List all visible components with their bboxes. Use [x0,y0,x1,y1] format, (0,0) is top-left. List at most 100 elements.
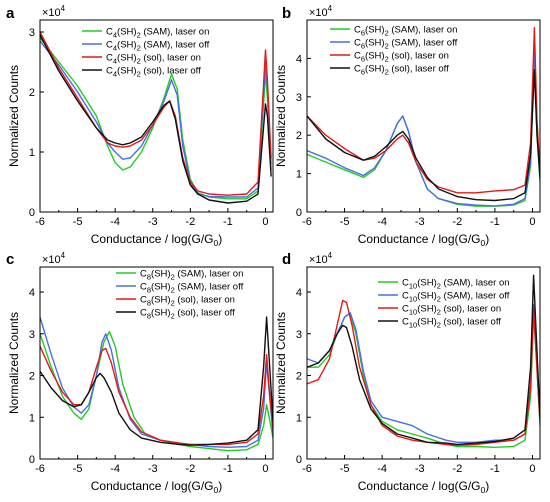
x-tick-label: -2 [452,216,462,228]
series-line-blue [307,42,540,207]
legend-entry: C10(SH)2 (sol), laser off [402,317,501,330]
x-tick-label: -4 [377,216,387,228]
legend-entry: C8(SH)2 (sol), laser on [140,295,235,308]
legend-entry: C4(SH)2 (SAM), laser on [106,27,209,40]
series-line-black [307,274,540,446]
series-line-black [40,34,272,204]
x-tick-label: -1 [490,463,500,475]
x-tick-label: -3 [415,463,425,475]
legend-entry: C4(SH)2 (SAM), laser off [106,40,210,53]
legend-entry: C4(SH)2 (sol), laser on [106,53,201,66]
series-line-blue [40,316,273,448]
y-axis-title: Normalized Counts [274,65,288,167]
y-tick-label: 0 [296,454,302,466]
x-axis-title: Conductance / log(G/G0) [358,479,489,495]
x-tick-label: -6 [302,463,312,475]
x-tick-label: -3 [148,216,158,228]
legend-entry: C8(SH)2 (SAM), laser off [140,282,244,295]
x-tick-label: 0 [529,463,535,475]
legend-entry: C10(SH)2 (sol), laser on [402,304,501,317]
y-tick-label: 2 [29,371,35,383]
y-axis-title: Normalized Counts [274,312,288,414]
legend-entry: C8(SH)2 (SAM), laser on [140,269,243,282]
panel-d: d ×104 -6 -5 -4 -3 -2 -1 0 0 1 2 3 4 Conductance / log… [274,251,541,495]
y-tick-label: 1 [296,412,302,424]
x-axis-title: Conductance / log(G/G0) [91,479,222,495]
x-tick-label: -2 [185,463,195,475]
y-tick-label: 0 [296,207,302,219]
y-tick-label: 2 [29,87,35,99]
exponent-label: ×104 [42,251,66,266]
x-tick-label: -4 [110,463,120,475]
panel-label: a [6,5,15,22]
x-tick-label: -3 [415,216,425,228]
x-tick-label: -1 [223,216,233,228]
exponent-label: ×104 [309,251,333,266]
legend-entry: C10(SH)2 (SAM), laser on [402,278,510,291]
series-line-red [40,345,273,446]
x-axis-title: Conductance / log(G/G0) [358,232,489,248]
y-tick-label: 3 [296,92,302,104]
x-tick-label: -3 [148,463,158,475]
exponent-label: ×104 [309,4,333,19]
series-line-black [307,69,540,202]
y-tick-label: 1 [29,412,35,424]
y-axis-title: Normalized Counts [7,312,21,414]
legend-entry: C8(SH)2 (sol), laser off [140,308,235,321]
y-tick-label: 4 [296,287,302,299]
panel-label: b [282,5,291,22]
legend-entry: C6(SH)2 (SAM), laser off [354,38,458,51]
axes-frame [39,266,274,460]
panel-a: a ×104 -6 -5 -4 -3 -2 -1 0 0 1 2 3 Conductance / log(… [6,4,274,248]
y-tick-label: 3 [29,329,35,341]
panel-b: b ×104 -6 -5 -4 -3 -2 -1 0 0 1 2 3 4 Conductance / log… [274,4,541,248]
y-tick-label: 4 [296,53,302,65]
x-tick-label: 0 [262,216,268,228]
series-line-black [40,316,273,446]
x-tick-label: -2 [452,463,462,475]
exponent-label: ×104 [42,4,66,19]
legend-entry: C10(SH)2 (SAM), laser off [402,291,510,304]
legend-entry: C6(SH)2 (sol), laser on [354,51,449,64]
x-tick-label: -5 [73,216,83,228]
y-tick-label: 3 [29,27,35,39]
y-tick-label: 0 [29,207,35,219]
x-tick-label: -6 [35,463,45,475]
x-tick-label: -4 [377,463,387,475]
y-tick-label: 2 [296,371,302,383]
y-tick-label: 3 [296,329,302,341]
x-tick-label: -4 [110,216,120,228]
axes-frame [306,266,541,460]
x-tick-label: -5 [73,463,83,475]
y-tick-label: 4 [29,287,35,299]
panel-label: c [6,251,14,268]
axes-frame [39,19,274,213]
x-tick-label: -1 [223,463,233,475]
x-tick-label: -1 [490,216,500,228]
panel-label: d [282,251,291,268]
x-tick-label: -2 [185,216,195,228]
y-tick-label: 1 [29,147,35,159]
y-tick-label: 1 [296,169,302,181]
y-tick-label: 2 [296,130,302,142]
y-tick-label: 0 [29,454,35,466]
panel-c: c ×104 -6 -5 -4 -3 -2 -1 0 0 1 2 3 4 Conductance / log… [6,251,274,495]
series-line-green [307,312,540,448]
x-tick-label: -5 [340,216,350,228]
x-tick-label: -5 [340,463,350,475]
x-tick-label: 0 [262,463,268,475]
x-tick-label: 0 [529,216,535,228]
series-line-red [307,299,540,446]
legend-entry: C6(SH)2 (SAM), laser on [354,25,457,38]
x-axis-title: Conductance / log(G/G0) [91,232,222,248]
x-tick-label: -6 [302,216,312,228]
legend-entry: C4(SH)2 (sol), laser off [106,66,201,79]
legend-entry: C6(SH)2 (sol), laser off [354,64,449,77]
y-axis-title: Normalized Counts [7,65,21,167]
series-line-green [40,331,273,452]
